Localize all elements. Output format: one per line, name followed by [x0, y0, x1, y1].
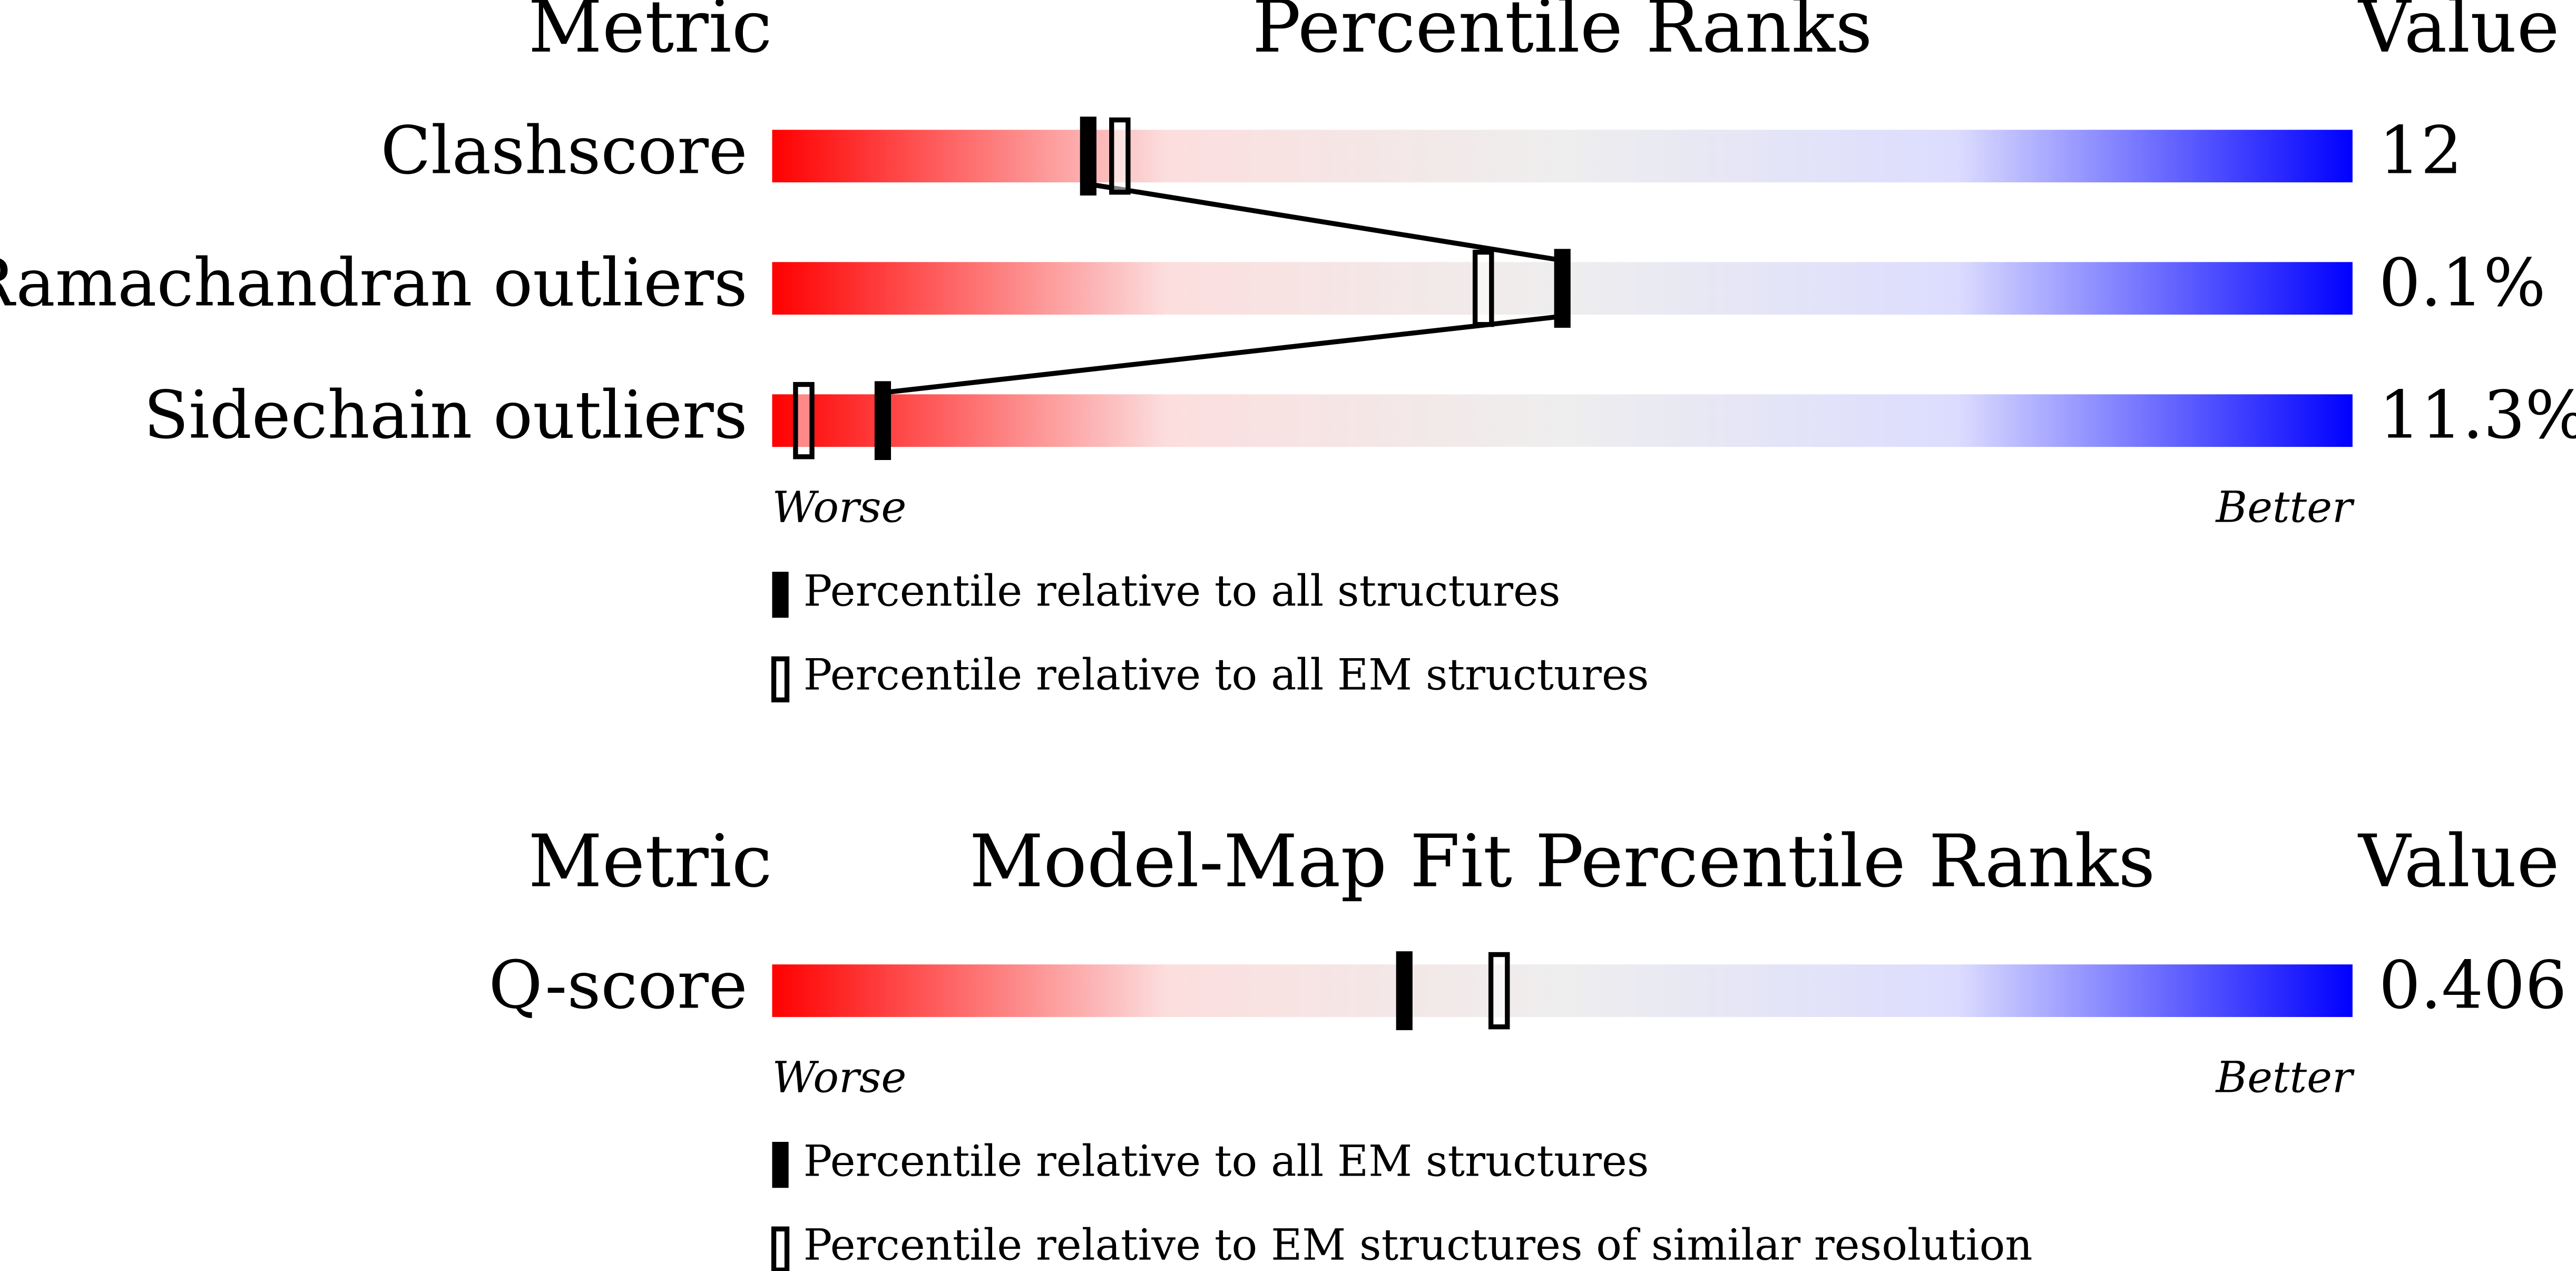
percentile-marker [1080, 116, 1096, 196]
percentile-marker [874, 381, 892, 461]
percentile-marker-hollow [793, 382, 815, 459]
connector-line [882, 314, 1563, 395]
percentile-marker-hollow [1109, 117, 1131, 195]
connector-line [1088, 181, 1563, 263]
metric-header: Metric [528, 820, 772, 904]
better-label: Better [2215, 483, 2355, 533]
legend-swatch [772, 572, 789, 618]
legend-swatch-hollow [771, 1226, 790, 1271]
legend-label: Percentile relative to all EM structures [804, 1137, 1649, 1187]
percentile-bar [772, 394, 2353, 447]
metric-label: Ramachandran outliers [0, 245, 748, 321]
percentile-marker-hollow [1472, 249, 1494, 327]
metric-label: Sidechain outliers [144, 377, 748, 454]
legend-swatch-hollow [771, 656, 790, 702]
metric-label: Q-score [488, 947, 747, 1024]
metric-value: 12 [2379, 113, 2463, 189]
value-header: Value [2357, 820, 2560, 904]
better-label: Better [2215, 1053, 2355, 1103]
percentile-bar [772, 964, 2353, 1017]
percentile-marker-hollow [1488, 952, 1510, 1030]
percentile-marker [1396, 951, 1413, 1030]
metric-value: 11.3% [2379, 377, 2576, 454]
metric-header: Metric [528, 0, 772, 69]
value-header: Value [2357, 0, 2560, 69]
legend-swatch [772, 1141, 789, 1188]
chart-title: Model-Map Fit Percentile Ranks [969, 820, 2156, 904]
metric-value: 0.1% [2379, 245, 2546, 321]
worse-label: Worse [772, 1053, 906, 1103]
percentile-marker [1554, 249, 1571, 328]
metric-label: Clashscore [380, 113, 747, 189]
legend-label: Percentile relative to EM structures of … [804, 1221, 2033, 1270]
legend-label: Percentile relative to all structures [804, 567, 1561, 617]
worse-label: Worse [772, 483, 906, 533]
metric-value: 0.406 [2379, 947, 2567, 1024]
chart-title: Percentile Ranks [1252, 0, 1873, 69]
legend-label: Percentile relative to all EM structures [804, 651, 1649, 700]
percentile-bar [772, 130, 2353, 183]
